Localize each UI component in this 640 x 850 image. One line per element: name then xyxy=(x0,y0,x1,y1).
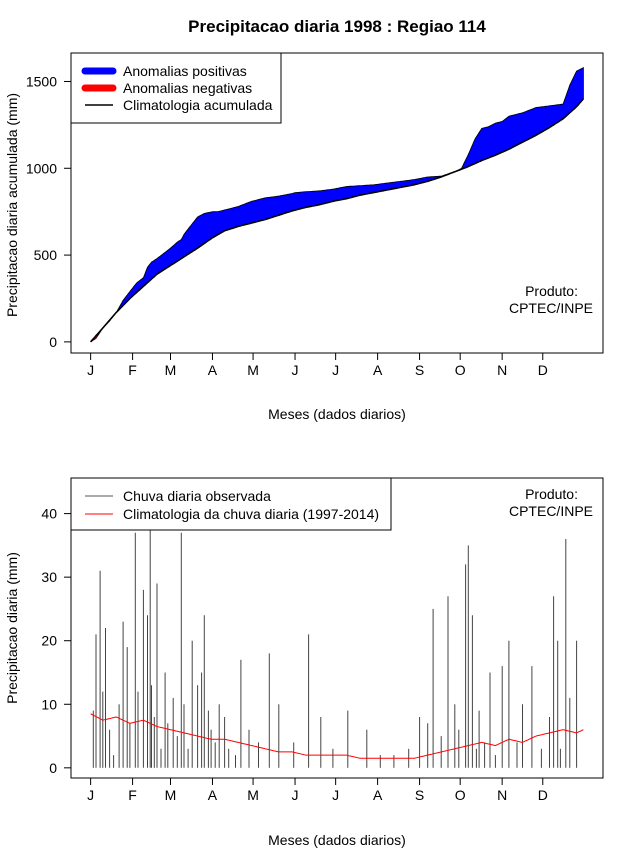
x-tick-label: N xyxy=(497,362,507,378)
x-tick-label: A xyxy=(208,362,218,378)
cumulative-data-layer xyxy=(89,66,585,343)
x-tick-label: D xyxy=(538,787,548,803)
y-tick-label: 40 xyxy=(41,506,57,522)
daily-precipitation-chart: 0 10 20 30 40 J F M A M J J A S O N D Meses (dados diar… xyxy=(4,477,604,848)
y-axis-label: Precipitacao diaria acumulada (mm) xyxy=(4,93,20,317)
x-tick-label: A xyxy=(373,362,383,378)
y-axis-label: Precipitacao diaria (mm) xyxy=(4,552,20,704)
x-tick-label: M xyxy=(247,362,259,378)
x-tick-label: S xyxy=(415,787,424,803)
legend-label-positive: Anomalias positivas xyxy=(123,63,247,79)
legend: Chuva diaria observada Climatologia da c… xyxy=(70,477,392,531)
x-tick-label: O xyxy=(455,362,466,378)
legend-label-climatology: Climatologia acumulada xyxy=(123,97,273,113)
x-tick-label: D xyxy=(538,362,548,378)
x-tick-label: N xyxy=(497,787,507,803)
x-tick-label: M xyxy=(165,362,177,378)
x-tick-label: J xyxy=(332,362,339,378)
legend: Anomalias positivas Anomalias negativas … xyxy=(70,52,282,124)
y-tick-label: 1500 xyxy=(26,73,57,89)
y-tick-label: 10 xyxy=(41,696,57,712)
x-tick-label: S xyxy=(415,362,424,378)
legend-box xyxy=(70,477,392,531)
y-axis: 0 500 1000 1500 xyxy=(26,73,72,350)
x-tick-label: J xyxy=(87,787,94,803)
chart-title: Precipitacao diaria 1998 : Regiao 114 xyxy=(188,17,486,36)
y-tick-label: 30 xyxy=(41,569,57,585)
product-label: Produto: xyxy=(525,283,578,299)
y-tick-label: 0 xyxy=(49,760,57,776)
x-tick-label: J xyxy=(332,787,339,803)
x-tick-label: O xyxy=(455,787,466,803)
product-source: CPTEC/INPE xyxy=(509,300,593,316)
x-tick-label: J xyxy=(292,787,299,803)
y-axis: 0 10 20 30 40 xyxy=(41,506,72,776)
x-tick-label: A xyxy=(208,787,218,803)
product-label: Produto: xyxy=(525,486,578,502)
x-axis-label: Meses (dados diarios) xyxy=(268,832,406,848)
climatology-line xyxy=(90,713,584,759)
y-tick-label: 1000 xyxy=(26,160,57,176)
legend-label-climatology: Climatologia da chuva diaria (1997-2014) xyxy=(123,506,379,522)
x-tick-label: J xyxy=(292,362,299,378)
x-tick-label: A xyxy=(373,787,383,803)
daily-data-layer xyxy=(90,526,584,768)
legend-label-observed: Chuva diaria observada xyxy=(123,488,271,504)
y-tick-label: 0 xyxy=(49,334,57,350)
x-tick-label: M xyxy=(247,787,259,803)
x-tick-label: F xyxy=(128,362,137,378)
product-source: CPTEC/INPE xyxy=(509,503,593,519)
x-axis-label: Meses (dados diarios) xyxy=(268,406,406,422)
x-tick-label: F xyxy=(128,787,137,803)
cumulative-precipitation-chart: Precipitacao diaria 1998 : Regiao 114 0 5… xyxy=(4,17,604,422)
y-tick-label: 20 xyxy=(41,633,57,649)
legend-label-negative: Anomalias negativas xyxy=(123,80,252,96)
y-tick-label: 500 xyxy=(34,247,58,263)
x-tick-label: J xyxy=(87,362,94,378)
climatology-line xyxy=(89,98,585,343)
x-tick-label: M xyxy=(165,787,177,803)
